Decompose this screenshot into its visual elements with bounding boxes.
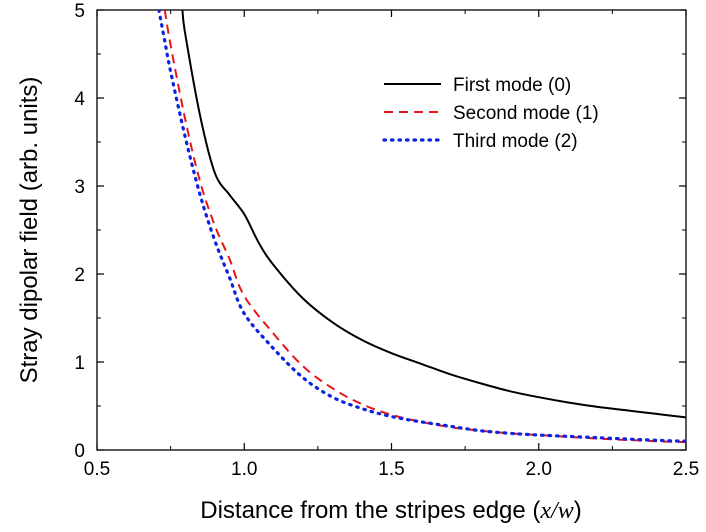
x-axis-ticks: 0.5 1.0 1.5 2.0 2.5 — [84, 10, 699, 480]
y-tick-label: 5 — [74, 1, 85, 22]
x-tick-label: 0.5 — [84, 459, 110, 480]
x-tick-label: 1.5 — [378, 459, 404, 480]
y-axis-ticks: 0 1 2 3 4 5 — [74, 1, 686, 462]
y-axis-title: Stray dipolar field (arb. units) — [16, 77, 43, 384]
y-tick-label: 4 — [74, 89, 85, 110]
y-tick-label: 0 — [74, 441, 85, 462]
x-tick-label: 1.0 — [231, 459, 257, 480]
y-tick-label: 3 — [74, 177, 85, 198]
series-line-0 — [181, 10, 686, 419]
series-line-2 — [157, 10, 686, 443]
y-tick-label: 1 — [74, 353, 85, 374]
series-layer — [157, 10, 686, 444]
x-tick-label: 2.0 — [526, 459, 552, 480]
y-tick-label: 2 — [74, 265, 85, 286]
plot-frame — [96, 9, 687, 451]
x-tick-label: 2.5 — [673, 459, 699, 480]
legend-label-1: Second mode (1) — [453, 103, 599, 124]
legend: First mode (0) Second mode (1) Third mode … — [382, 75, 599, 152]
legend-label-2: Third mode (2) — [453, 131, 578, 152]
x-axis-title: Distance from the stripes edge (x/w) — [200, 497, 581, 524]
legend-label-0: First mode (0) — [453, 75, 571, 96]
series-line-1 — [163, 10, 686, 444]
